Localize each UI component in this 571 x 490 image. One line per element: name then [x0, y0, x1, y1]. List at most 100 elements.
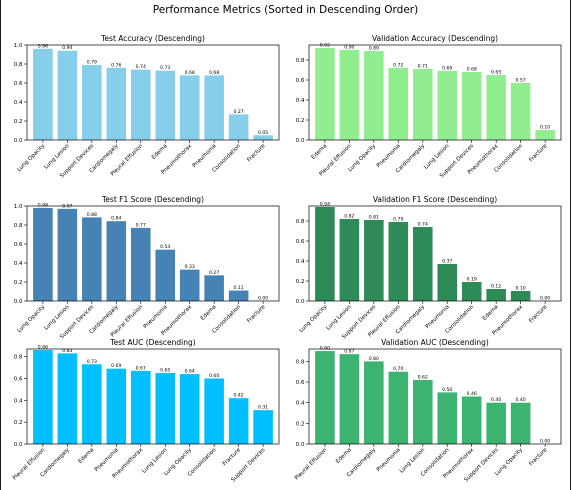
y-tick-label: 0.2 — [14, 420, 23, 426]
y-tick-label: 0.2 — [14, 119, 23, 125]
bar-support-devices — [253, 410, 273, 444]
y-tick-label: 0.0 — [14, 138, 23, 144]
chart-title: Validation F1 Score (Descending) — [373, 195, 497, 204]
bar-pneumonia — [437, 264, 458, 301]
bar-pneumothorax — [130, 370, 151, 444]
y-tick-label: 0.4 — [14, 261, 23, 267]
bar-value-label: 0.79 — [393, 217, 403, 223]
chart-validation-f1: Validation F1 Score (Descending) 0.0 0.2 0.… — [296, 195, 562, 340]
bar-value-label: 0.10 — [516, 286, 526, 292]
bar-value-label: 0.54 — [160, 244, 170, 250]
bar-lung-lesion — [412, 379, 433, 444]
x-tick-label: Pleural Effusion — [294, 447, 329, 482]
x-tick-label: Fracture — [246, 304, 267, 325]
bar-fracture — [228, 398, 249, 444]
chart-validation-auc: Validation AUC (Descending) 0.0 0.2 0.4 0.6 0… — [294, 338, 562, 483]
bar-support-devices — [82, 217, 102, 301]
x-tick-label: Lung Opacity — [298, 304, 328, 334]
bar-value-label: 0.00 — [540, 439, 550, 445]
bar-value-label: 0.68 — [209, 70, 219, 76]
bar-lung-opacity — [510, 402, 531, 444]
bar-value-label: 0.67 — [136, 365, 146, 371]
y-tick-label: 0.6 — [14, 376, 23, 382]
bar-pneumothorax — [461, 396, 482, 444]
bar-value-label: 0.88 — [87, 212, 97, 218]
bar-value-label: 0.74 — [136, 64, 146, 70]
bar-value-label: 0.68 — [185, 70, 195, 76]
chart-test-accuracy: Test Accuracy (Descending) 0.0 0.2 0.4 0.6 0.… — [14, 34, 280, 179]
y-tick-label: 0.0 — [296, 299, 305, 305]
x-tick-label: Edema — [311, 143, 329, 161]
bar-pleural-effusion — [315, 351, 335, 444]
bar-consolidation — [437, 392, 458, 444]
bar-pneumonia — [204, 75, 224, 140]
figure-title: Performance Metrics (Sorted in Descendin… — [152, 4, 419, 16]
bar-consolidation — [228, 114, 249, 140]
bar-value-label: 0.73 — [160, 65, 170, 71]
bar-value-label: 0.10 — [540, 125, 550, 131]
bar-value-label: 0.81 — [369, 215, 379, 221]
y-tick-label: 0.8 — [14, 355, 23, 361]
axes-frame — [26, 205, 280, 302]
y-tick-label: 1.0 — [14, 204, 23, 210]
y-tick-label: 0.2 — [296, 421, 305, 427]
y-tick-label: 0.6 — [296, 380, 305, 386]
bar-pneumothorax — [510, 291, 531, 301]
bar-pneumothorax — [179, 75, 200, 140]
bar-pneumothorax — [179, 269, 200, 301]
y-tick-label: 0.6 — [14, 81, 23, 87]
bar-value-label: 0.00 — [540, 296, 550, 302]
y-tick-label: 1.0 — [14, 43, 23, 49]
bar-value-label: 0.50 — [442, 387, 452, 393]
x-tick-label: Pneumonia — [94, 447, 120, 473]
bar-cardiomegaly — [364, 361, 384, 444]
bar-value-label: 0.74 — [418, 222, 428, 228]
x-tick-label: Fracture — [246, 143, 267, 164]
axes-frame — [26, 348, 280, 445]
y-tick-label: 0.4 — [14, 398, 23, 404]
bar-consolidation — [228, 290, 249, 301]
y-tick-label: 0.4 — [14, 100, 23, 106]
bar-value-label: 0.27 — [234, 109, 244, 115]
bar-value-label: 0.27 — [209, 270, 219, 276]
y-tick-label: 0.6 — [296, 78, 305, 84]
bar-edema — [315, 48, 335, 140]
bar-consolidation — [204, 378, 224, 444]
bar-value-label: 0.64 — [185, 369, 195, 375]
y-tick-label: 0.0 — [14, 299, 23, 305]
x-tick-label: Edema — [482, 304, 500, 322]
bar-value-label: 0.82 — [344, 214, 354, 220]
bar-value-label: 0.84 — [111, 216, 121, 222]
bar-fracture — [253, 135, 273, 140]
x-tick-label: Lung Opacity — [16, 143, 46, 173]
y-tick-label: 0.0 — [296, 138, 305, 144]
bar-value-label: 0.77 — [136, 222, 146, 228]
bar-lung-opacity — [33, 48, 53, 140]
y-tick-label: 0.8 — [296, 58, 305, 64]
chart-title: Test F1 Score (Descending) — [101, 195, 204, 204]
bar-value-label: 0.94 — [320, 202, 330, 208]
bar-value-label: 0.97 — [62, 203, 72, 209]
bar-pleural-effusion — [339, 50, 360, 140]
bar-consolidation — [510, 83, 531, 140]
bar-pneumonia — [155, 249, 176, 301]
chart-test-f1: Test F1 Score (Descending) 0.0 0.2 0.4 0.6 0.… — [14, 195, 280, 340]
y-tick-label: 0.8 — [14, 223, 23, 229]
bar-edema — [204, 275, 224, 301]
x-tick-label: Pneumonia — [376, 143, 402, 169]
bar-value-label: 0.05 — [258, 130, 268, 136]
x-tick-label: Pneumonia — [192, 143, 218, 169]
bar-cardiomegaly — [412, 227, 433, 301]
bar-cardiomegaly — [106, 221, 127, 301]
bar-value-label: 0.19 — [467, 277, 477, 283]
chart-title: Test AUC (Descending) — [109, 338, 195, 347]
x-tick-label: Fracture — [222, 447, 243, 468]
bar-value-label: 0.00 — [258, 296, 268, 302]
bar-edema — [155, 70, 176, 140]
bar-value-label: 0.90 — [320, 346, 330, 352]
x-tick-label: Edema — [335, 447, 353, 465]
bar-pneumonia — [388, 371, 409, 444]
bar-lung-opacity — [315, 207, 335, 301]
bar-value-label: 0.60 — [209, 373, 219, 379]
